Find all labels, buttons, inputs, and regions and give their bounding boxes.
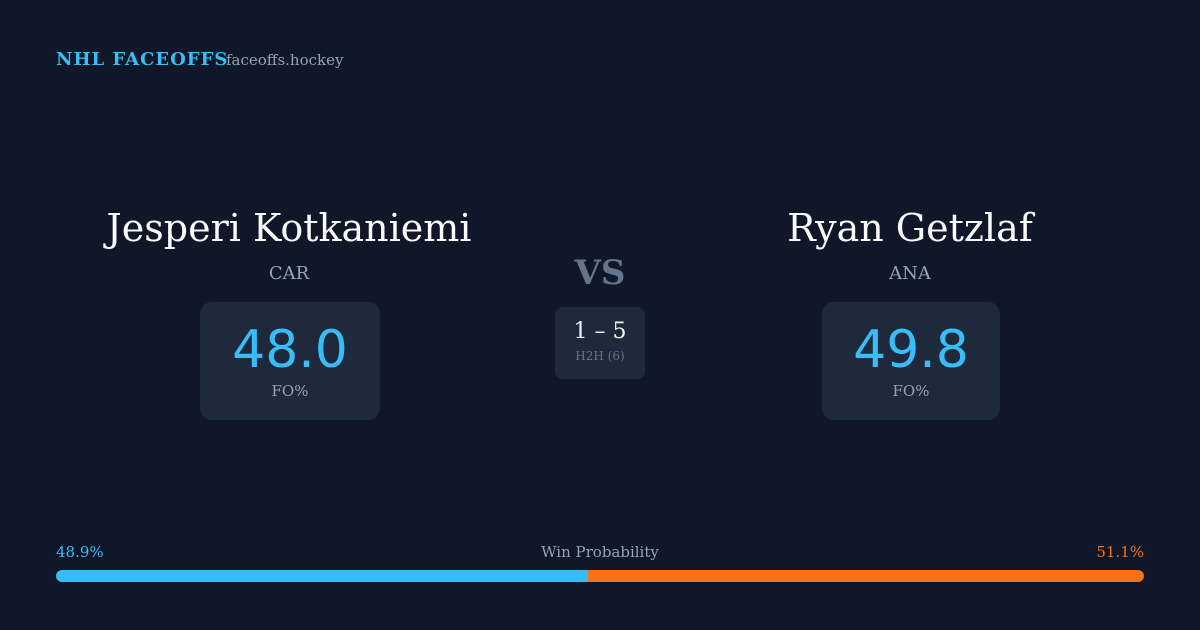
win-prob-left: 48.9% bbox=[56, 543, 104, 561]
win-prob-title: Win Probability bbox=[541, 543, 659, 561]
versus: VS bbox=[574, 253, 626, 293]
h2h-card: 1 – 5 H2H (6) bbox=[555, 307, 645, 379]
team: ANA bbox=[889, 263, 931, 284]
win-prob-segment bbox=[56, 570, 589, 582]
player-name: Jesperi Kotkaniemi bbox=[106, 206, 472, 250]
fo-pct: 49.8 bbox=[853, 320, 969, 380]
fo-card: 49.8 FO% bbox=[822, 302, 1000, 420]
player-name: Ryan Getzlaf bbox=[787, 206, 1033, 250]
fo-label: FO% bbox=[271, 382, 309, 400]
win-prob-right: 51.1% bbox=[1096, 543, 1144, 561]
fo-label: FO% bbox=[892, 382, 930, 400]
win-prob-bar bbox=[56, 570, 1144, 582]
site: faceoffs.hockey bbox=[226, 51, 344, 69]
h2h-score: 1 – 5 bbox=[573, 319, 627, 344]
fo-card: 48.0 FO% bbox=[200, 302, 380, 420]
team: CAR bbox=[268, 263, 310, 284]
win-prob-segment bbox=[588, 570, 1144, 582]
fo-pct: 48.0 bbox=[232, 320, 348, 380]
brand: NHL FACEOFFS bbox=[56, 49, 229, 70]
h2h-label: H2H (6) bbox=[575, 349, 625, 363]
